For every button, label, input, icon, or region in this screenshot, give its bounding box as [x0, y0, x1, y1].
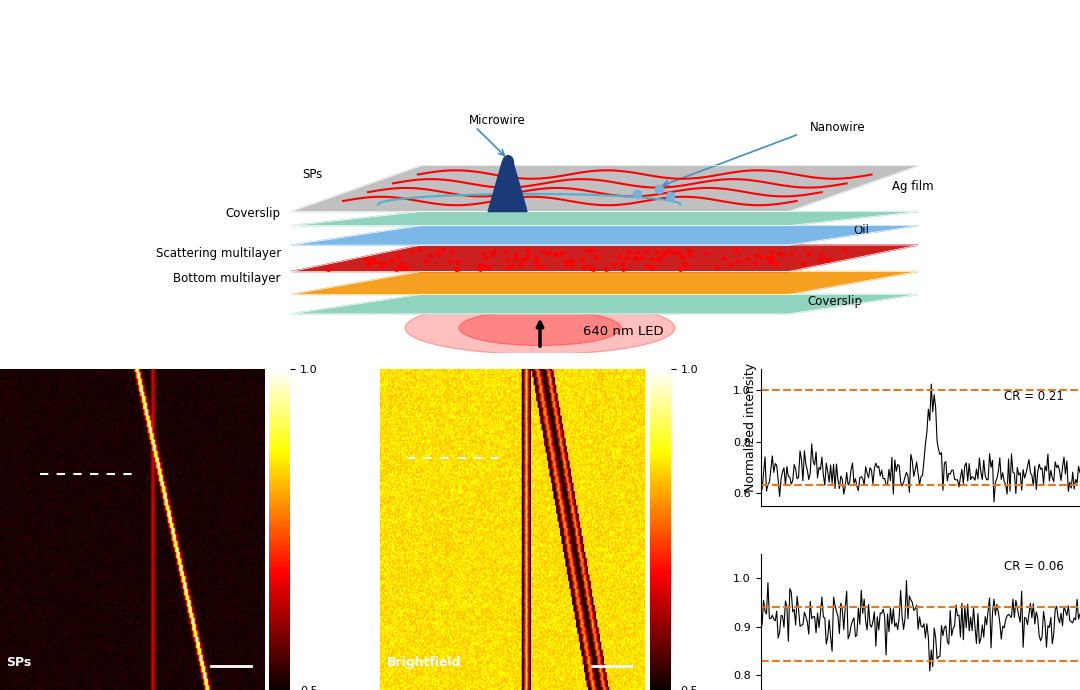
Text: Ag film: Ag film — [892, 180, 934, 193]
Text: Nanowire: Nanowire — [810, 121, 866, 134]
Text: Scattering multilayer: Scattering multilayer — [156, 248, 281, 260]
Text: Microwire: Microwire — [469, 114, 525, 127]
Ellipse shape — [405, 302, 675, 355]
Text: CR = 0.21: CR = 0.21 — [1004, 390, 1064, 403]
Polygon shape — [292, 226, 918, 245]
Polygon shape — [292, 295, 918, 314]
Polygon shape — [292, 271, 918, 295]
Polygon shape — [292, 245, 918, 271]
Text: Normalized intensity: Normalized intensity — [744, 363, 757, 493]
Text: Coverslip: Coverslip — [226, 207, 281, 220]
Text: CR = 0.06: CR = 0.06 — [1004, 560, 1064, 573]
Text: SPs: SPs — [302, 168, 323, 181]
Text: SPs: SPs — [6, 656, 31, 669]
Text: Bottom multilayer: Bottom multilayer — [173, 272, 281, 285]
Text: Brightfield: Brightfield — [387, 656, 461, 669]
Polygon shape — [488, 162, 527, 212]
Ellipse shape — [459, 310, 621, 346]
Polygon shape — [292, 212, 918, 226]
Text: 640 nm LED: 640 nm LED — [583, 325, 664, 338]
Text: Coverslip: Coverslip — [808, 295, 863, 308]
Text: Oil: Oil — [853, 224, 869, 237]
Polygon shape — [292, 166, 918, 212]
